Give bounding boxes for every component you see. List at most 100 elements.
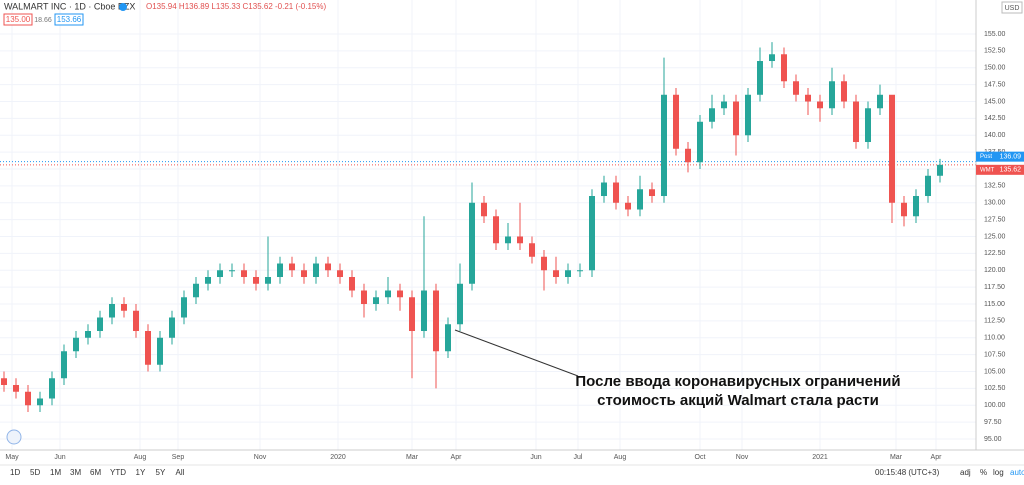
candle-body (157, 337, 163, 365)
x-tick-label: Apr (931, 454, 943, 461)
range-button[interactable]: 1D (10, 468, 20, 477)
y-tick-label: 155.00 (984, 31, 1006, 38)
candle-body (649, 189, 655, 197)
candle-body (841, 81, 847, 102)
range-button[interactable]: 6M (90, 468, 101, 477)
y-tick-label: 107.50 (984, 351, 1006, 358)
candle-body (685, 148, 691, 163)
grid (0, 0, 976, 450)
icon (119, 3, 127, 11)
candle-body (337, 270, 343, 278)
ohlc: O135.94 H136.89 L135.33 C135.62 -0.21 (-… (146, 2, 326, 11)
axis-option[interactable]: % (980, 468, 987, 477)
candle-body (853, 101, 859, 143)
candle-body (661, 94, 667, 197)
candle-body (445, 324, 451, 352)
candle-body (289, 263, 295, 271)
candle-body (769, 54, 775, 62)
candle-body (469, 202, 475, 284)
symbol: WALMART INC · 1D · Cboe BZX (4, 1, 135, 11)
x-tick-label: Aug (614, 454, 627, 461)
currency: USD (1005, 5, 1020, 12)
x-tick-label: Aug (134, 454, 147, 461)
annotation: стоимость акций Walmart стала расти (597, 392, 879, 409)
axis-option[interactable]: auto (1010, 468, 1024, 477)
range-button[interactable]: All (176, 468, 185, 477)
bid-box[interactable] (3, 13, 33, 26)
candle-body (205, 277, 211, 284)
candle-body (505, 236, 511, 244)
candle-body (529, 243, 535, 257)
ask[interactable]: 153.66 (57, 15, 82, 24)
currency-box (1001, 1, 1023, 14)
candle-body (13, 385, 19, 392)
candle-body (181, 297, 187, 318)
price-label-value: 135.62 (1000, 167, 1022, 174)
axis-option[interactable]: log (993, 468, 1004, 477)
x-tick-label: Nov (254, 454, 267, 461)
bid[interactable]: 135.00 (6, 15, 31, 24)
candle-body (517, 236, 523, 244)
candle-body (301, 270, 307, 278)
candle-body (589, 196, 595, 271)
candle-body (673, 94, 679, 149)
candle-body (481, 202, 487, 217)
toolbar: 1D 5D 1M 3M 6M YTD 1Y 5Y All 00:15:48 (UTC+3) adj%… (10, 468, 1024, 477)
y-tick-label: 125.00 (984, 233, 1006, 240)
range-button[interactable]: 5D (30, 468, 40, 477)
y-tick-label: 112.50 (984, 318, 1005, 325)
range-button[interactable]: 3M (70, 468, 81, 477)
annotation: После ввода коронавирусных ограничений (575, 373, 900, 390)
range-button[interactable]: YTD (110, 468, 126, 477)
y-tick-label: 132.50 (984, 183, 1006, 190)
axis-option[interactable]: adj (960, 468, 971, 477)
range-button[interactable]: 1M (50, 468, 61, 477)
y-tick-label: 130.00 (984, 200, 1006, 207)
candle-body (889, 94, 895, 203)
candle-body (133, 310, 139, 332)
y-tick-label: 120.00 (984, 267, 1006, 274)
candle-body (241, 270, 247, 278)
x-tick-label: Oct (695, 454, 706, 461)
range-button[interactable]: 1Y (136, 468, 146, 477)
candle-body (1, 378, 7, 386)
candle-body (277, 263, 283, 278)
candle-body (817, 101, 823, 109)
candle-body (913, 196, 919, 217)
y-tick-label: 115.00 (984, 301, 1005, 308)
ask-box[interactable] (54, 13, 84, 26)
candle-body (565, 270, 571, 278)
candle-body (493, 216, 499, 244)
candle-body (865, 108, 871, 143)
candle-body (145, 331, 151, 365)
logo[interactable] (6, 429, 22, 445)
y-tick-label: 95.00 (984, 436, 1002, 443)
candle-body (721, 101, 727, 109)
x-tick-label: Jun (530, 454, 541, 461)
candle-body (25, 391, 31, 406)
x-tick-label: Mar (406, 454, 419, 461)
price-label-name: WMT (980, 167, 995, 173)
candle-body (793, 81, 799, 95)
candle-body (85, 331, 91, 338)
candle-body (109, 304, 115, 318)
candle-body (553, 270, 559, 278)
candle-body (253, 277, 259, 284)
price-label-box (976, 164, 1024, 175)
candle-body (121, 304, 127, 311)
candle-body (937, 164, 943, 176)
candle-body (637, 189, 643, 210)
candle-body (349, 277, 355, 291)
candle-body (601, 182, 607, 197)
range-button[interactable]: 5Y (156, 468, 166, 477)
candle-body (745, 94, 751, 136)
candle-body (265, 277, 271, 284)
x-tick-label: May (5, 454, 19, 461)
x-tick-label: Nov (736, 454, 749, 461)
candle-body (781, 54, 787, 82)
x-tick-label: Jul (574, 454, 583, 461)
price-label-name: Post (980, 154, 992, 160)
candle-body (757, 61, 763, 95)
candle-body (361, 290, 367, 305)
